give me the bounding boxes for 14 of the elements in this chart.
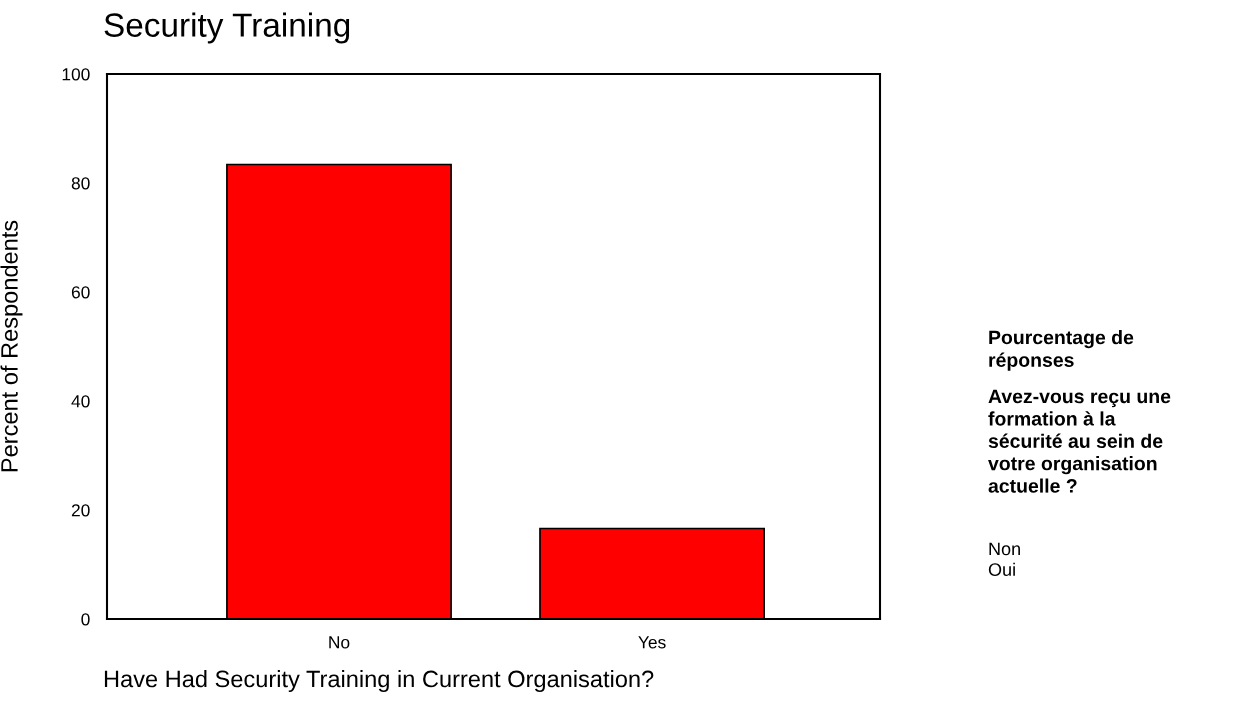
x-axis-title: Have Had Security Training in Current Organisation? bbox=[104, 669, 654, 693]
y-axis-title: Percent of Respondents bbox=[0, 220, 23, 472]
x-tick-label: Yes bbox=[638, 636, 666, 649]
text: Avez-vous reçu une formation à la sécurité au sein de votre organisation actuelle ? bbox=[988, 389, 1171, 493]
y-tick-label: 20 bbox=[71, 504, 90, 517]
y-tick-label: 40 bbox=[71, 395, 90, 408]
x-tick-label: No bbox=[329, 636, 350, 649]
y-tick-label: 0 bbox=[81, 613, 90, 626]
chart-title: Security Training bbox=[104, 12, 350, 44]
y-tick-label: 100 bbox=[62, 68, 90, 81]
text: Non Oui bbox=[988, 542, 1020, 577]
y-tick-label: 60 bbox=[71, 286, 90, 299]
y-tick-label: 80 bbox=[71, 177, 90, 190]
text: Pourcentage de réponses bbox=[989, 330, 1134, 371]
